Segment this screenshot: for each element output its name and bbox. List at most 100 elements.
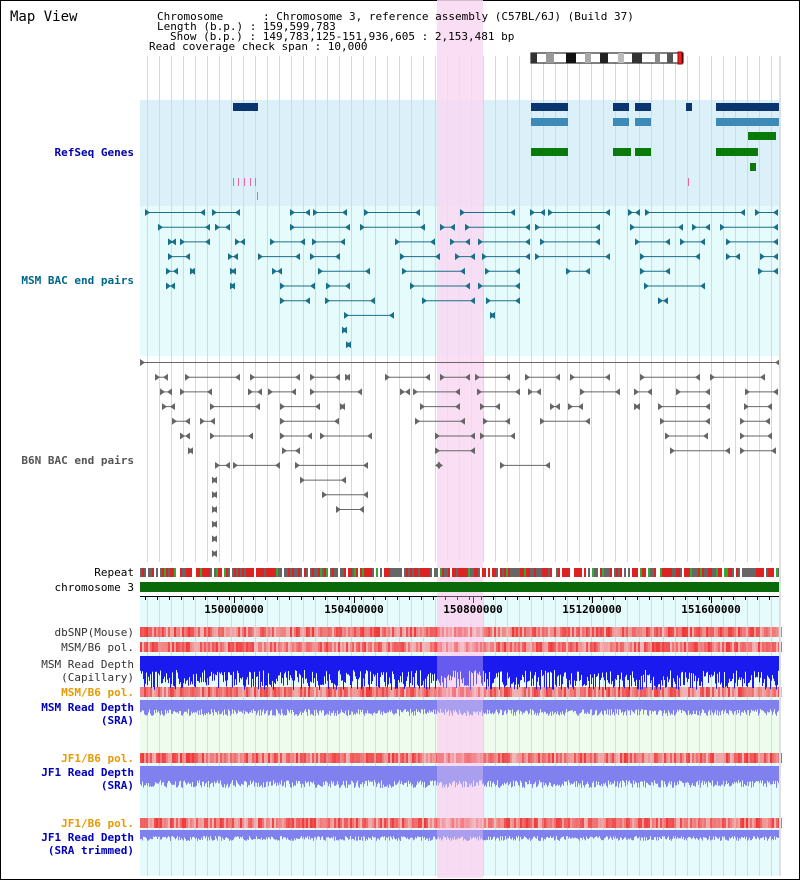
- dbsnp-cell: [462, 627, 464, 637]
- msm-depth-sra-bar: [699, 700, 700, 711]
- msm-b6-pol-cell: [230, 642, 232, 652]
- msm-b6-pol-cell: [662, 642, 664, 652]
- msm-depth-sra-bar: [224, 700, 225, 710]
- b6n-bac-end-marker: [210, 417, 215, 425]
- jf1-depth-trim-bar: [431, 830, 432, 841]
- msm-depth-sra-bar: [512, 700, 513, 710]
- msm-depth-cap-bar: [419, 656, 420, 689]
- dbsnp-cell: [348, 627, 350, 637]
- msm-depth-sra-bar: [665, 700, 666, 714]
- msm-depth-sra-bar: [476, 700, 477, 713]
- msm-depth-cap-bar: [411, 656, 412, 672]
- jf1-depth-sra-bar: [497, 766, 498, 781]
- msm-depth-sra-bar: [310, 700, 311, 716]
- msm-depth-sra-bar: [641, 700, 642, 710]
- dbsnp-cell: [204, 627, 206, 637]
- b6n-bac-end-marker: [555, 373, 560, 381]
- jf1-b6-pol2-cell: [382, 818, 384, 828]
- jf1-b6-pol2-cell: [656, 818, 658, 828]
- dbsnp-cell: [156, 627, 158, 637]
- msm-depth-sra-bar: [687, 700, 688, 716]
- jf1-depth-sra-bar: [596, 766, 597, 782]
- msm-depth-sra-bar: [702, 700, 703, 710]
- jf1-b6-pol-cell: [586, 753, 588, 763]
- repeat-element: [544, 568, 546, 577]
- msm-depth-cap-bar: [306, 656, 307, 679]
- msm-depth-sra-bar: [504, 700, 505, 712]
- msm-depth-cap-bar: [189, 656, 190, 678]
- refseq-mark: [257, 192, 258, 200]
- dbsnp-cell: [616, 627, 618, 637]
- msm-depth-sra-bar: [614, 700, 615, 716]
- jf1-b6-pol2-cell: [214, 818, 216, 828]
- msm-b6-pol-cell: [580, 642, 582, 652]
- msm-b6-pol-cell: [704, 642, 706, 652]
- jf1-b6-pol-cell: [492, 753, 494, 763]
- jf1-depth-sra-bar: [542, 766, 543, 788]
- jf1-b6-pol-cell: [508, 753, 510, 763]
- msm-depth-sra-bar: [593, 700, 594, 715]
- jf1-b6-pol-cell: [652, 753, 654, 763]
- jf1-depth-sra-bar: [556, 766, 557, 786]
- msm-bac-end-marker: [158, 223, 163, 231]
- jf1-depth-sra-bar: [231, 766, 232, 783]
- msm-b6-pol2-cell: [418, 687, 420, 697]
- msm-depth-sra-bar: [444, 700, 445, 716]
- jf1-b6-pol2-cell: [520, 818, 522, 828]
- dbsnp-cell: [426, 627, 428, 637]
- jf1-b6-pol2-cell: [586, 818, 588, 828]
- msm-depth-sra-bar: [151, 700, 152, 716]
- msm-depth-sra-bar: [624, 700, 625, 713]
- jf1-b6-pol-cell: [432, 753, 434, 763]
- jf1-depth-sra-bar: [393, 766, 394, 787]
- jf1-depth-sra-bar: [549, 766, 550, 783]
- msm-depth-sra-bar: [546, 700, 547, 715]
- msm-depth-cap-bar: [308, 656, 309, 686]
- jf1-b6-pol2-cell: [530, 818, 532, 828]
- msm-b6-pol-cell: [340, 642, 342, 652]
- jf1-b6-pol2-cell: [642, 818, 644, 828]
- dbsnp-cell: [304, 627, 306, 637]
- gene-feature: [613, 148, 631, 156]
- msm-depth-cap-bar: [277, 656, 278, 682]
- jf1-b6-pol-cell: [452, 753, 454, 763]
- msm-depth-cap-bar: [489, 656, 490, 672]
- msm-b6-pol2-cell: [524, 687, 526, 697]
- jf1-b6-pol2-cell: [580, 818, 582, 828]
- msm-b6-pol2-cell: [230, 687, 232, 697]
- msm-depth-cap-bar: [330, 656, 331, 680]
- dbsnp-cell: [302, 627, 304, 637]
- jf1-b6-pol2-cell: [288, 818, 290, 828]
- jf1-depth-trim-bar: [225, 830, 226, 839]
- b6n-bac-end-marker: [160, 388, 165, 396]
- msm-depth-sra-bar: [704, 700, 705, 713]
- repeat-element: [516, 568, 518, 577]
- msm-depth-cap-bar: [234, 656, 235, 686]
- jf1-depth-sra-bar: [606, 766, 607, 786]
- jf1-depth-trim-bar: [449, 830, 450, 841]
- msm-b6-pol2-cell: [486, 687, 488, 697]
- msm-depth-sra-bar: [683, 700, 684, 712]
- jf1-b6-pol2-cell: [456, 818, 458, 828]
- msm-b6-pol-cell: [186, 642, 188, 652]
- msm-bac-end-marker: [370, 297, 375, 305]
- jf1-depth-sra-bar: [578, 766, 579, 784]
- jf1-depth-trim-bar: [428, 830, 429, 841]
- msm-depth-cap-bar: [464, 656, 465, 686]
- jf1-depth-trim-bar: [638, 830, 639, 839]
- repeat-element: [730, 568, 732, 577]
- jf1-depth-sra-bar: [399, 766, 400, 781]
- msm-depth-cap-bar: [736, 656, 737, 671]
- msm-depth-sra-bar: [594, 700, 595, 715]
- msm-depth-sra-bar: [717, 700, 718, 711]
- jf1-b6-pol2-cell: [232, 818, 234, 828]
- msm-depth-sra-bar: [720, 700, 721, 716]
- msm-depth-sra-bar: [602, 700, 603, 715]
- jf1-b6-pol-cell: [324, 753, 326, 763]
- dbsnp-cell: [504, 627, 506, 637]
- jf1-depth-sra-bar: [373, 766, 374, 786]
- jf1-depth-sra-bar: [297, 766, 298, 784]
- msm-b6-pol-cell: [568, 642, 570, 652]
- msm-b6-pol-cell: [268, 642, 270, 652]
